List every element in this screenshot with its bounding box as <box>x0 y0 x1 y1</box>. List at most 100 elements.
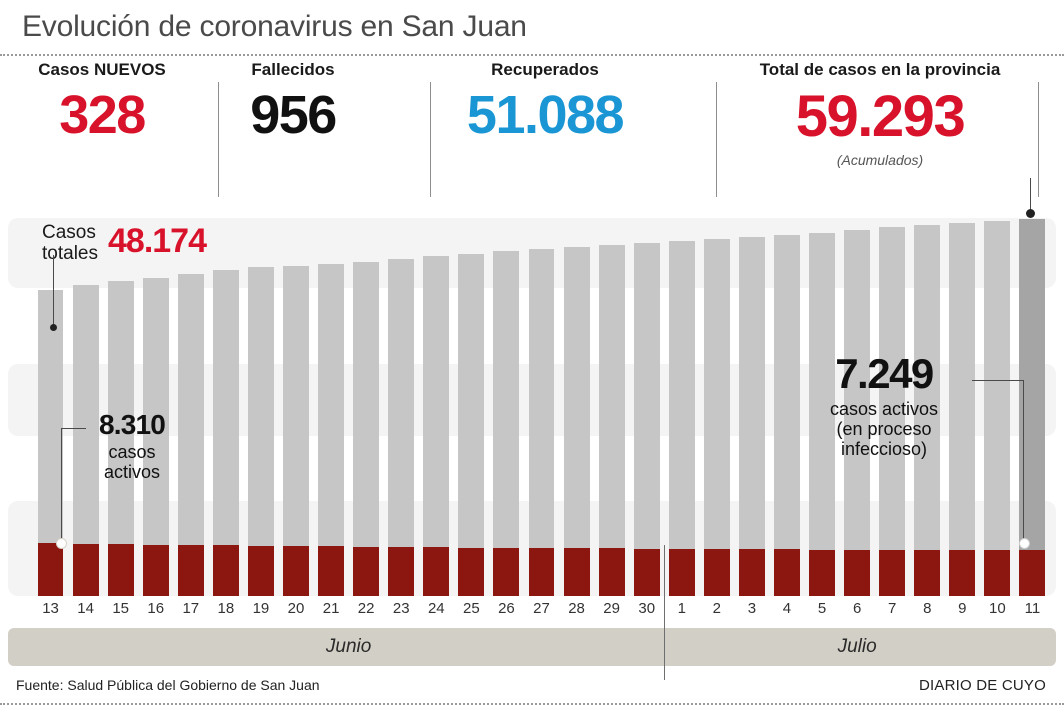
bar-column[interactable] <box>423 256 450 596</box>
kpi-3: Total de casos en la provincia 59.293 (Acu… <box>700 60 1060 168</box>
axis-tick: 25 <box>463 600 480 617</box>
bar-segment-total <box>458 253 485 548</box>
bar-column[interactable] <box>914 225 941 596</box>
annotation-casos-totales-label: Casos totales <box>42 222 98 264</box>
bar-column[interactable] <box>703 238 730 596</box>
kpi-1: Fallecidos 956 <box>198 60 388 142</box>
source-text: Fuente: Salud Pública del Gobierno de Sa… <box>16 677 320 693</box>
month-label: Julio <box>837 636 877 657</box>
axis-tick: 22 <box>357 600 375 617</box>
axis-tick: 16 <box>147 600 165 617</box>
bar-segment-active <box>318 546 345 596</box>
bar-segment-active <box>177 544 204 596</box>
bar-column[interactable] <box>388 259 415 596</box>
kpi-value: 59.293 <box>795 84 966 149</box>
axis-tick: 1 <box>677 600 686 617</box>
leader-dot-left-active <box>56 538 67 549</box>
annotation-right-active: 7.249 casos activos (en proceso infeccioso… <box>795 350 973 460</box>
axis-tick: 4 <box>782 600 792 617</box>
kpi-label: Total de casos en la provincia <box>759 60 1001 79</box>
bar-column[interactable] <box>142 277 169 596</box>
annotation-right-active-value: 7.249 <box>835 350 934 397</box>
axis-tick: 3 <box>747 600 757 617</box>
bar-column[interactable] <box>72 285 99 596</box>
bar-column[interactable] <box>212 270 239 596</box>
annotation-left-active: 8.310 casos activos <box>86 410 178 483</box>
bar-column[interactable] <box>458 253 485 596</box>
bar-column[interactable] <box>738 236 765 596</box>
bar-segment-total <box>107 281 134 545</box>
month-label: Junio <box>325 636 372 657</box>
leader-line-left-active-h <box>62 428 86 430</box>
bar-segment-active <box>388 547 415 596</box>
bar-segment-total <box>493 251 520 548</box>
bar-column[interactable] <box>528 249 555 596</box>
axis-tick: 7 <box>888 600 897 617</box>
bar-segment-active <box>914 549 941 596</box>
bar-column[interactable] <box>809 232 835 596</box>
bar-segment-active <box>598 548 625 596</box>
axis-tick: 23 <box>392 600 410 617</box>
bar-column[interactable] <box>633 242 660 596</box>
bar-segment-active <box>423 547 450 596</box>
bar-column[interactable] <box>37 289 64 596</box>
bar-column[interactable] <box>107 281 134 596</box>
axis-tick: 18 <box>217 600 235 617</box>
bar-column[interactable] <box>493 251 520 596</box>
bar-column[interactable] <box>247 267 274 596</box>
bar-column[interactable] <box>844 229 871 596</box>
bar-column[interactable] <box>774 235 800 596</box>
axis-tick: 10 <box>989 600 1006 617</box>
axis-tick: 2 <box>712 600 721 617</box>
axis-tick: 14 <box>77 600 94 617</box>
bar-segment-active <box>984 549 1011 596</box>
bar-segment-total <box>633 242 660 549</box>
bar-segment-total <box>809 232 835 550</box>
bar-column[interactable] <box>949 223 976 596</box>
axis-tick: 9 <box>958 600 967 617</box>
annotation-left-active-caption: casos activos <box>103 442 161 482</box>
axis-tick: 24 <box>427 600 445 617</box>
bar-segment-active <box>142 544 169 596</box>
kpi-value: 956 <box>250 85 337 145</box>
axis-tick: 29 <box>603 600 620 617</box>
axis-tick: 8 <box>923 600 932 617</box>
bar-column[interactable] <box>879 227 906 596</box>
bar-segment-total <box>177 273 204 545</box>
bar-column[interactable] <box>563 246 590 596</box>
axis-tick: 30 <box>638 600 656 617</box>
bar-segment-active <box>353 546 380 596</box>
leader-dot-total <box>50 324 57 331</box>
footer: Fuente: Salud Pública del Gobierno de Sa… <box>0 675 1064 701</box>
axis-tick: 13 <box>42 600 59 617</box>
month-divider <box>664 545 666 680</box>
axis-tick: 15 <box>112 600 129 617</box>
bar-segment-active <box>844 549 871 596</box>
bar-column[interactable] <box>177 273 204 596</box>
kpi-2: Recuperados 51.088 <box>400 60 690 142</box>
bar-column[interactable] <box>353 261 380 596</box>
bar-segment-total <box>774 235 800 550</box>
bar-column[interactable] <box>598 244 625 596</box>
leader-line-right-active-h <box>972 380 1024 382</box>
axis-tick: 11 <box>1024 600 1041 617</box>
bar-column[interactable] <box>318 263 345 596</box>
bar-segment-total <box>703 238 730 549</box>
bar-segment-total <box>984 221 1011 550</box>
bar-segment-active <box>283 546 309 596</box>
leader-line-total <box>53 255 55 327</box>
bar-segment-active <box>107 544 134 596</box>
axis-tick: 28 <box>568 600 585 617</box>
bar-segment-active <box>668 548 695 596</box>
bar-column[interactable] <box>984 221 1011 596</box>
bar-segment-active <box>949 549 976 596</box>
bar-segment-total <box>528 249 555 549</box>
bar-segment-active <box>493 547 520 596</box>
bar-segment-active <box>633 548 660 596</box>
bar-column[interactable] <box>283 265 309 596</box>
bar-segment-active <box>72 543 99 596</box>
bar-column[interactable] <box>668 240 695 596</box>
bar-segment-total <box>563 246 590 549</box>
bar-segment-total <box>72 285 99 544</box>
axis-tick: 20 <box>287 600 305 617</box>
